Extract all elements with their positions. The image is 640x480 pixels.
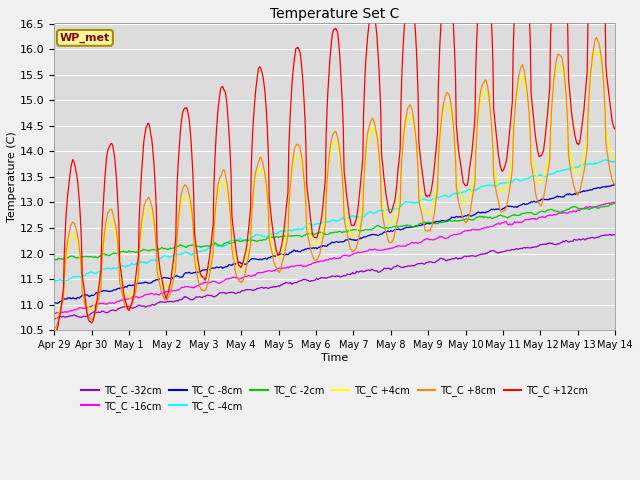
- TC_C -8cm: [174, 274, 182, 279]
- TC_C -16cm: [327, 256, 335, 262]
- TC_C -2cm: [51, 257, 58, 263]
- TC_C +8cm: [611, 181, 619, 187]
- Line: TC_C -4cm: TC_C -4cm: [54, 160, 615, 282]
- TC_C -16cm: [437, 234, 445, 240]
- TC_C +4cm: [591, 48, 599, 54]
- TC_C -8cm: [54, 300, 61, 306]
- Line: TC_C +8cm: TC_C +8cm: [54, 37, 615, 329]
- TC_C +8cm: [560, 67, 568, 72]
- TC_C -8cm: [198, 267, 206, 273]
- TC_C -2cm: [611, 201, 618, 206]
- Title: Temperature Set C: Temperature Set C: [270, 7, 399, 21]
- TC_C +12cm: [173, 178, 181, 184]
- TC_C +12cm: [198, 274, 205, 279]
- TC_C -2cm: [51, 257, 59, 263]
- TC_C -8cm: [381, 229, 389, 235]
- TC_C -4cm: [560, 168, 568, 173]
- TC_C -32cm: [381, 265, 388, 271]
- TC_C -2cm: [437, 220, 445, 226]
- TC_C +4cm: [51, 315, 58, 321]
- TC_C -4cm: [381, 207, 388, 213]
- Line: TC_C +4cm: TC_C +4cm: [54, 51, 615, 318]
- Legend: TC_C -32cm, TC_C -16cm, TC_C -8cm, TC_C -4cm, TC_C -2cm, TC_C +4cm, TC_C +8cm, T: TC_C -32cm, TC_C -16cm, TC_C -8cm, TC_C …: [77, 381, 592, 416]
- TC_C -32cm: [436, 256, 444, 262]
- TC_C -16cm: [174, 288, 182, 293]
- TC_C -16cm: [561, 210, 568, 216]
- TC_C -16cm: [611, 200, 618, 205]
- TC_C -8cm: [327, 240, 335, 246]
- TC_C +8cm: [51, 326, 58, 332]
- TC_C +4cm: [611, 157, 619, 163]
- TC_C -16cm: [51, 311, 59, 317]
- TC_C -2cm: [561, 208, 568, 214]
- TC_C -4cm: [601, 157, 609, 163]
- TC_C +8cm: [593, 35, 600, 40]
- Y-axis label: Temperature (C): Temperature (C): [7, 132, 17, 222]
- TC_C -4cm: [173, 252, 181, 257]
- TC_C -32cm: [173, 298, 181, 303]
- TC_C -2cm: [327, 230, 335, 236]
- Line: TC_C -16cm: TC_C -16cm: [54, 203, 615, 314]
- TC_C -8cm: [437, 218, 445, 224]
- TC_C +4cm: [560, 73, 568, 79]
- TC_C -4cm: [51, 279, 58, 285]
- TC_C -8cm: [51, 300, 58, 306]
- X-axis label: Time: Time: [321, 353, 348, 363]
- Text: WP_met: WP_met: [60, 33, 110, 43]
- TC_C -2cm: [174, 243, 182, 249]
- TC_C -8cm: [561, 193, 568, 199]
- Line: TC_C -2cm: TC_C -2cm: [54, 204, 615, 260]
- TC_C -2cm: [381, 225, 389, 231]
- TC_C +4cm: [173, 228, 181, 234]
- TC_C +12cm: [326, 55, 334, 60]
- TC_C +8cm: [326, 146, 334, 152]
- TC_C +12cm: [611, 126, 619, 132]
- Line: TC_C -8cm: TC_C -8cm: [54, 185, 615, 303]
- Line: TC_C +12cm: TC_C +12cm: [54, 0, 615, 336]
- TC_C +4cm: [381, 207, 388, 213]
- TC_C -16cm: [381, 246, 389, 252]
- TC_C -32cm: [560, 239, 568, 244]
- TC_C -4cm: [611, 158, 619, 164]
- TC_C -32cm: [51, 316, 58, 322]
- TC_C -16cm: [51, 311, 58, 316]
- TC_C -2cm: [611, 201, 619, 207]
- TC_C -32cm: [611, 232, 619, 238]
- TC_C +12cm: [381, 180, 388, 186]
- TC_C +8cm: [436, 133, 444, 139]
- TC_C +12cm: [51, 333, 58, 338]
- TC_C +8cm: [198, 288, 205, 293]
- Line: TC_C -32cm: TC_C -32cm: [54, 234, 615, 319]
- TC_C +4cm: [436, 137, 444, 143]
- TC_C +4cm: [198, 275, 205, 280]
- TC_C -16cm: [611, 200, 619, 205]
- TC_C -16cm: [198, 281, 206, 287]
- TC_C -32cm: [606, 231, 614, 237]
- TC_C +8cm: [381, 223, 388, 229]
- TC_C -8cm: [611, 182, 619, 188]
- TC_C +8cm: [173, 230, 181, 236]
- TC_C -4cm: [436, 194, 444, 200]
- TC_C +12cm: [436, 41, 444, 47]
- TC_C -2cm: [198, 244, 206, 250]
- TC_C -32cm: [326, 274, 334, 280]
- TC_C -4cm: [198, 249, 205, 254]
- TC_C -32cm: [198, 294, 205, 300]
- TC_C +4cm: [326, 152, 334, 158]
- TC_C -4cm: [326, 218, 334, 224]
